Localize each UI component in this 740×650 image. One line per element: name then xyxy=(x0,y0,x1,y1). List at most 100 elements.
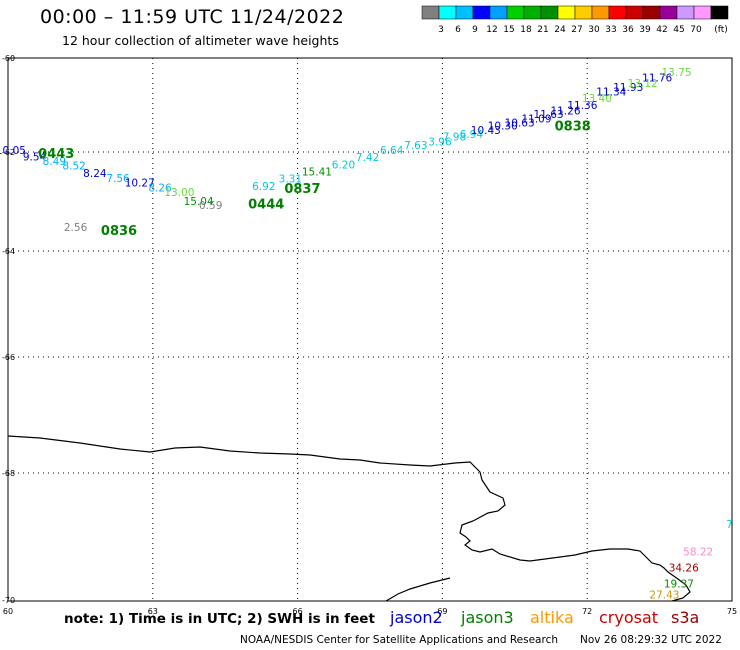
swh-value: 10.30 xyxy=(488,120,518,132)
pass-time-label: 0836 xyxy=(101,224,137,239)
scale-label: 24 xyxy=(554,25,566,35)
swh-value: 10.27 xyxy=(125,178,155,190)
swh-value: 3.31 xyxy=(279,174,302,186)
pass-time-label: 0837 xyxy=(284,182,320,197)
swh-value: 8.26 xyxy=(148,183,172,195)
lat-label: -70 xyxy=(2,596,15,605)
legend-jason3: jason3 xyxy=(461,608,514,627)
scale-label: 12 xyxy=(486,25,497,35)
swh-value: 2.56 xyxy=(64,222,88,234)
swh-value: 11.26 xyxy=(550,105,580,117)
scale-swatch xyxy=(523,5,542,20)
swh-value: 11.09 xyxy=(521,113,551,125)
scale-label: 15 xyxy=(503,25,514,35)
scale-swatch xyxy=(455,5,474,20)
swh-value: 7.63 xyxy=(404,140,427,152)
lat-label: -62 xyxy=(2,148,15,157)
altimeter-tracks: 10.059.548.498.528.247.5610.278.2613.001… xyxy=(0,67,733,602)
lon-label: 63 xyxy=(148,607,158,616)
swh-value: 27.43 xyxy=(649,590,679,602)
scale-unit: (ft) xyxy=(714,25,728,35)
lat-label: -64 xyxy=(2,247,15,256)
pass-time-label: 0838 xyxy=(555,119,591,134)
swh-value: 11.36 xyxy=(567,100,597,112)
scale-label: 6 xyxy=(455,25,461,35)
scale-swatch xyxy=(676,5,695,20)
scale-swatch xyxy=(421,5,440,20)
legend-cryosat: cryosat xyxy=(599,608,659,627)
swh-value: 13.75 xyxy=(661,67,691,79)
scale-swatch xyxy=(574,5,593,20)
pass-time-label: 0443 xyxy=(38,147,74,162)
swh-value: 13.40 xyxy=(582,93,612,105)
scale-swatch xyxy=(642,5,661,20)
scale-label: 36 xyxy=(622,25,634,35)
scale-label: 21 xyxy=(537,25,548,35)
swh-value: 6.64 xyxy=(380,145,404,157)
coastline-main xyxy=(7,435,691,602)
swh-value: 34.26 xyxy=(669,562,699,574)
scale-label: 45 xyxy=(673,25,684,35)
credit-text: NOAA/NESDIS Center for Satellite Applica… xyxy=(240,634,558,646)
scale-swatch xyxy=(625,5,644,20)
map-title: 00:00 – 11:59 UTC 11/24/2022 xyxy=(40,6,345,28)
swh-value: 7.56 xyxy=(106,173,130,185)
swh-value: 7 xyxy=(726,519,733,531)
track-0443: 10.059.548.498.528.247.5610.278.2613.001… xyxy=(0,145,214,208)
scale-swatch xyxy=(659,5,678,20)
swh-value: 6.20 xyxy=(332,159,355,171)
swh-value: 13.00 xyxy=(164,187,194,199)
scale-label: 3 xyxy=(438,25,444,35)
swh-value: 19.37 xyxy=(664,578,694,590)
scale-label: 27 xyxy=(571,25,582,35)
lat-label: -60 xyxy=(2,54,15,63)
swh-value: 7.42 xyxy=(356,152,379,164)
pass-time-label: 0444 xyxy=(248,197,284,212)
swh-value: 15.41 xyxy=(302,166,332,178)
scale-swatch xyxy=(557,5,576,20)
scale-label: 33 xyxy=(605,25,616,35)
swh-value: 10.05 xyxy=(0,145,26,157)
lon-label: 72 xyxy=(582,607,592,616)
swh-value: 11.63 xyxy=(534,109,564,121)
swh-value: 8.24 xyxy=(83,168,107,180)
swh-value: 9.54 xyxy=(23,151,47,163)
map-frame xyxy=(7,57,733,602)
swh-value: 6.92 xyxy=(252,181,275,193)
legend-jason2: jason2 xyxy=(390,608,443,627)
swh-value: 15.04 xyxy=(184,196,214,208)
timestamp-text: Nov 26 08:29:32 UTC 2022 xyxy=(580,634,722,646)
lon-label: 75 xyxy=(727,607,737,616)
legend-s3a: s3a xyxy=(671,608,700,627)
map-subtitle: 12 hour collection of altimeter wave hei… xyxy=(62,33,339,48)
swh-value: 13.12 xyxy=(628,78,658,90)
scale-label: 9 xyxy=(472,25,478,35)
lat-lon-grid xyxy=(8,58,732,601)
swh-value: 10.43 xyxy=(471,125,501,137)
lat-label: -66 xyxy=(2,353,15,362)
lon-label: 66 xyxy=(293,607,303,616)
swh-value: 3.96 xyxy=(428,136,452,148)
note-text: note: 1) Time is in UTC; 2) SWH is in fe… xyxy=(64,611,375,627)
scale-label: 18 xyxy=(520,25,532,35)
lon-label: 69 xyxy=(437,607,447,616)
lat-label: -68 xyxy=(2,469,15,478)
swh-value: 11.34 xyxy=(596,87,626,99)
swh-value: 58.22 xyxy=(683,547,713,559)
swh-value: 11.93 xyxy=(613,82,643,94)
scale-swatch xyxy=(489,5,508,20)
scale-swatch xyxy=(710,5,729,20)
antarctic-coastline xyxy=(7,435,691,602)
scale-swatch xyxy=(438,5,457,20)
swh-value: 8.49 xyxy=(43,156,66,168)
swh-color-scale: 3 6 9 12 15 18 21 24 27 30 33 36 39 42 45 70 (ft) xyxy=(421,5,729,35)
scale-label: 42 xyxy=(656,25,667,35)
scale-swatch xyxy=(540,5,559,20)
lon-label: 60 xyxy=(3,607,13,616)
swh-value: 7.98 xyxy=(443,132,466,144)
scale-label: 70 xyxy=(690,25,702,35)
